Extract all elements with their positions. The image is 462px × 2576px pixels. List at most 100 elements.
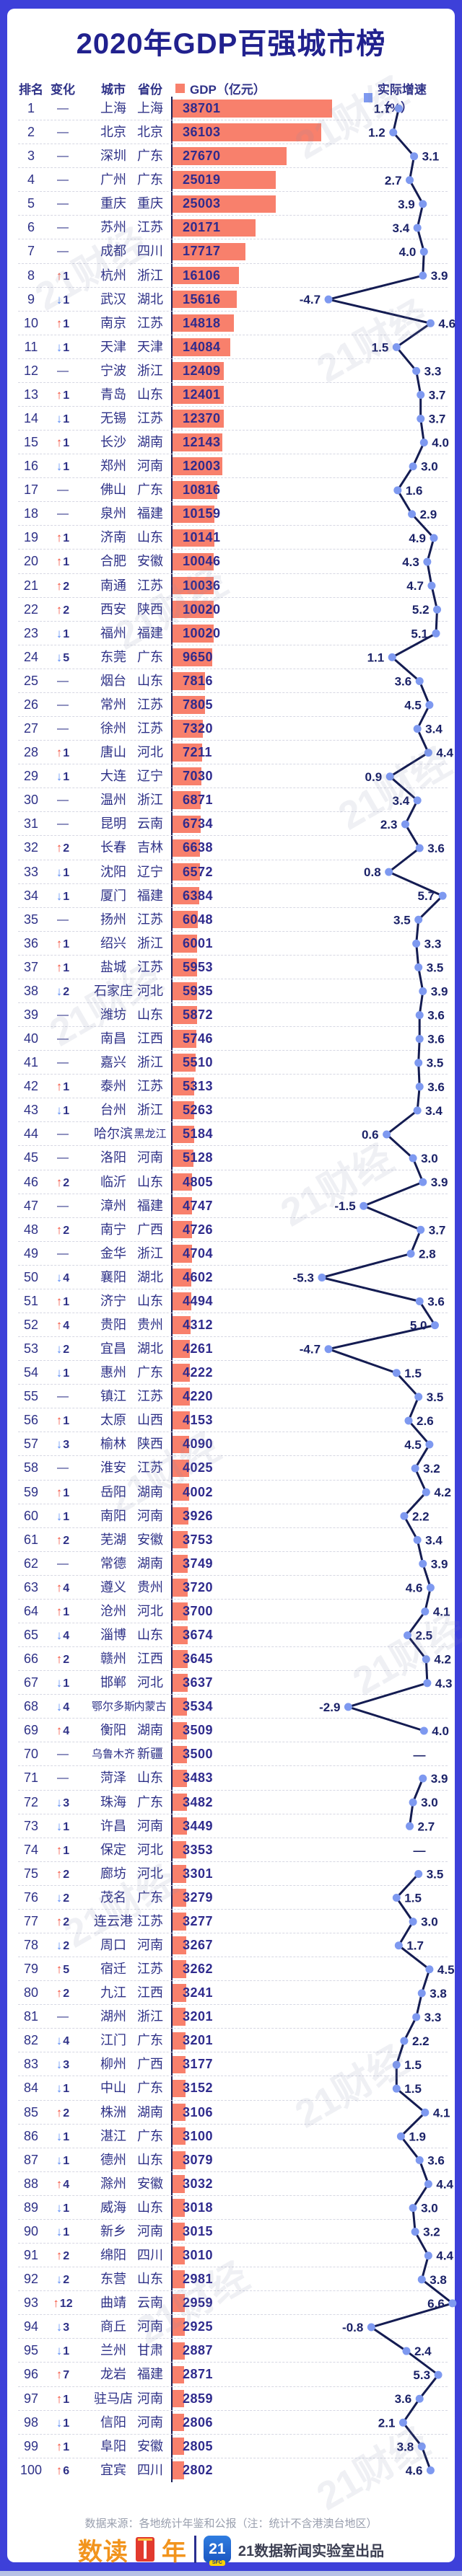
change-cell: ↓1 [56,292,70,306]
city-cell: 徐州 [100,721,126,736]
rank-cell: 56 [23,1413,39,1428]
city-cell: 岳阳 [100,1484,126,1499]
city-cell: 嘉兴 [100,1055,126,1070]
city-cell: 周口 [100,1938,126,1953]
up-arrow-icon: ↑ [53,2296,59,2311]
rank-cell: 19 [23,530,39,545]
change-cell: ↑4 [56,2176,70,2191]
up-arrow-icon: ↑ [56,1413,63,1428]
table-row: 32 ↑2 长春 吉林 6638 [7,836,455,860]
change-cell: — [57,1057,69,1069]
province-cell: 陕西 [137,1437,163,1452]
province-cell: 江苏 [137,315,163,330]
rank-cell: 28 [23,745,39,760]
province-cell: 安徽 [137,2438,163,2453]
gdp-bar [173,1960,186,1978]
gdp-value: 4494 [183,1293,214,1308]
province-cell: 广东 [137,1365,163,1380]
province-cell: 浙江 [137,2009,163,2024]
table-row: 42 ↑1 泰州 江苏 5313 [7,1075,455,1099]
up-arrow-icon: ↑ [56,531,63,545]
svg-text:2.5: 2.5 [416,1629,433,1643]
province-cell: 四川 [137,2248,163,2263]
gdp-value: 3015 [183,2223,214,2238]
gdp-bar [173,1602,188,1620]
column-header-rank: 排名 [19,83,43,97]
change-cell: — [57,484,69,497]
city-cell: 中山 [100,2081,126,2096]
gdp-bar [173,529,214,547]
gdp-value: 10159 [183,506,221,521]
change-cell: ↓1 [56,459,70,474]
city-cell: 南阳 [100,1508,126,1523]
page-title: 2020年GDP百强城市榜 [76,28,386,60]
change-cell: ↑1 [56,1604,70,1618]
change-cell: ↑2 [56,1986,70,2001]
svg-text:3.8: 3.8 [397,2440,414,2453]
column-header-province: 省份 [138,83,162,97]
gdp-value: 4261 [183,1341,214,1357]
city-cell: 济宁 [100,1293,126,1308]
province-cell: 广东 [137,172,163,188]
city-cell: 合肥 [100,554,126,569]
svg-text:2.4: 2.4 [414,2345,432,2358]
down-arrow-icon: ↓ [56,292,63,306]
table-row: 74 ↑1 保定 河北 3353 [7,1838,455,1862]
province-cell: 山东 [137,2272,163,2287]
rank-cell: 89 [23,2200,39,2215]
svg-text:3.0: 3.0 [421,1915,438,1929]
rank-cell: 54 [23,1365,39,1380]
up-arrow-icon: ↑ [56,1294,63,1308]
gdp-bar [173,1483,189,1501]
table-row: 37 ↑1 盐城 江苏 5953 [7,956,455,979]
rank-cell: 67 [23,1675,39,1690]
rank-cell: 96 [23,2367,39,2382]
svg-text:1.2: 1.2 [368,126,385,140]
province-cell: 浙江 [137,1245,163,1261]
up-arrow-icon: ↑ [56,746,63,760]
province-cell: 江苏 [137,1913,163,1928]
gdp-value: 3010 [183,2248,214,2263]
table-row: 10 ↑1 南京 江苏 14818 [7,312,455,335]
svg-text:3.9: 3.9 [431,1772,448,1786]
svg-text:4.3: 4.3 [435,1677,453,1690]
svg-text:3.9: 3.9 [431,269,448,283]
city-cell: 重庆 [100,196,126,211]
city-cell: 南通 [100,578,126,593]
up-arrow-icon: ↑ [56,387,63,402]
svg-text:2.7: 2.7 [385,174,402,188]
gdp-bar [173,338,231,356]
table-row: 82 ↓4 江门 广东 3201 [7,2029,455,2053]
rank-cell: 87 [23,2152,39,2167]
gdp-bar [173,195,276,213]
gdp-bar [173,1459,189,1478]
svg-text:4.4: 4.4 [436,2249,453,2263]
rank-cell: 13 [23,387,39,402]
province-cell: 江苏 [137,721,163,736]
change-cell: ↑1 [56,387,70,402]
rank-cell: 77 [23,1913,39,1928]
gdp-value: 3926 [183,1508,214,1523]
table-row: 50 ↓4 襄阳 湖北 4602 [7,1266,455,1289]
down-arrow-icon: ↓ [56,459,63,474]
city-cell: 淮安 [100,1460,126,1476]
change-cell: ↓2 [56,1938,70,1953]
svg-text:3.5: 3.5 [427,1390,444,1404]
change-cell: — [57,723,69,736]
rank-cell: 12 [23,363,39,378]
table-row: 47 — 漳州 福建 4747 [7,1194,455,1218]
table-row: 9 ↓1 武汉 湖北 15616 [7,288,455,312]
table-row: 51 ↑1 济宁 山东 4494 [7,1289,455,1314]
province-cell: 云南 [137,816,163,832]
province-cell: 内蒙古 [134,1701,167,1713]
up-arrow-icon: ↑ [56,1080,63,1094]
province-cell: 山东 [137,2200,163,2215]
data-source-note: 数据来源：各地统计年鉴和公报（注：统计不含港澳台地区） [84,2518,378,2530]
province-cell: 广东 [137,1794,163,1809]
svg-text:3.0: 3.0 [421,2202,438,2215]
svg-text:0.8: 0.8 [364,865,381,879]
province-cell: 河南 [137,459,163,474]
up-arrow-icon: ↑ [56,1652,63,1667]
gdp-bar [173,767,202,785]
province-cell: 四川 [137,244,163,259]
